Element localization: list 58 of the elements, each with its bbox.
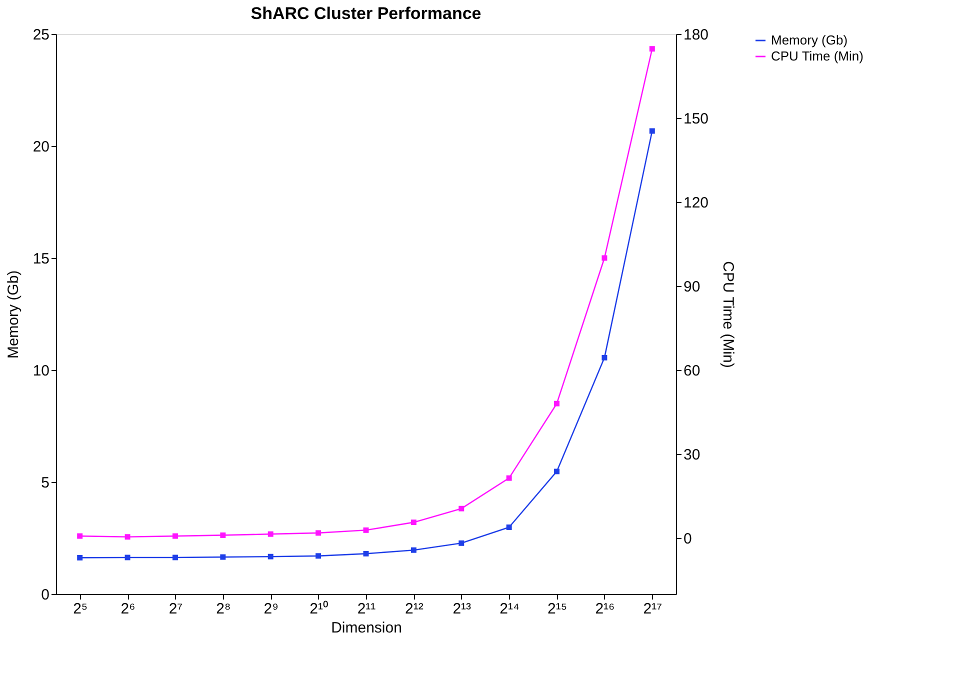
point: [268, 531, 274, 537]
point: [172, 533, 178, 539]
point: [220, 532, 226, 538]
y2-tick-label: 60: [684, 362, 700, 380]
x-tick-label: 2¹⁵: [547, 600, 568, 618]
x-tick-label: 2⁹: [264, 600, 278, 618]
point: [124, 554, 130, 560]
y2-tick-label: 150: [684, 110, 709, 128]
x-tick-label: 2¹⁷: [643, 600, 662, 618]
point: [458, 506, 464, 512]
point: [268, 554, 274, 560]
y2-tick-label: 30: [684, 446, 700, 464]
point: [410, 520, 416, 526]
point: [363, 527, 369, 533]
point: [458, 540, 464, 546]
point: [506, 524, 512, 530]
x-axis-title: Dimension: [331, 620, 402, 636]
x-tick-label: 2⁶: [120, 600, 136, 618]
y2-tick-label: 120: [684, 194, 709, 212]
x-tick-label: 2⁷: [168, 600, 183, 618]
point: [316, 530, 322, 536]
y-tick-label: 5: [41, 474, 50, 492]
y-tick-label: 20: [32, 138, 50, 156]
x-tick-label: 2¹⁶: [595, 600, 615, 618]
x-tick-label: 2⁸: [216, 600, 231, 618]
point: [554, 468, 560, 474]
point: [77, 554, 83, 560]
point: [506, 475, 512, 481]
legend-label: CPU Time (Min): [771, 48, 864, 64]
y-tick-label: 15: [32, 250, 50, 268]
y2-tick-label: 90: [684, 278, 700, 296]
chart-title: ShARC Cluster Performance: [250, 4, 482, 23]
point: [602, 255, 608, 261]
y2-tick-label: 0: [684, 530, 692, 548]
y-tick-label: 0: [41, 586, 50, 604]
point: [363, 550, 369, 556]
point: [554, 400, 560, 406]
x-tick-label: 2¹¹: [357, 600, 376, 618]
y-axis-title: Memory (Gb): [4, 270, 22, 359]
x-tick-label: 2¹⁴: [500, 600, 520, 618]
point: [220, 554, 226, 560]
point: [602, 354, 608, 360]
x-tick-label: 2¹³: [452, 600, 472, 618]
point: [316, 553, 322, 559]
legend-label: Memory (Gb): [771, 32, 848, 48]
y-tick-label: 10: [32, 362, 50, 380]
y2-axis-title: CPU Time (Min): [720, 261, 737, 368]
point: [649, 128, 655, 134]
x-tick-label: 2¹²: [405, 600, 424, 618]
point: [410, 547, 416, 553]
y-tick-label: 25: [32, 26, 50, 44]
y2-tick-label: 180: [684, 26, 709, 44]
x-tick-label: 2⁵: [73, 600, 88, 618]
x-tick-label: 2¹⁰: [310, 600, 328, 618]
point: [124, 534, 130, 540]
point: [649, 46, 655, 52]
point: [77, 533, 83, 539]
point: [172, 554, 178, 560]
